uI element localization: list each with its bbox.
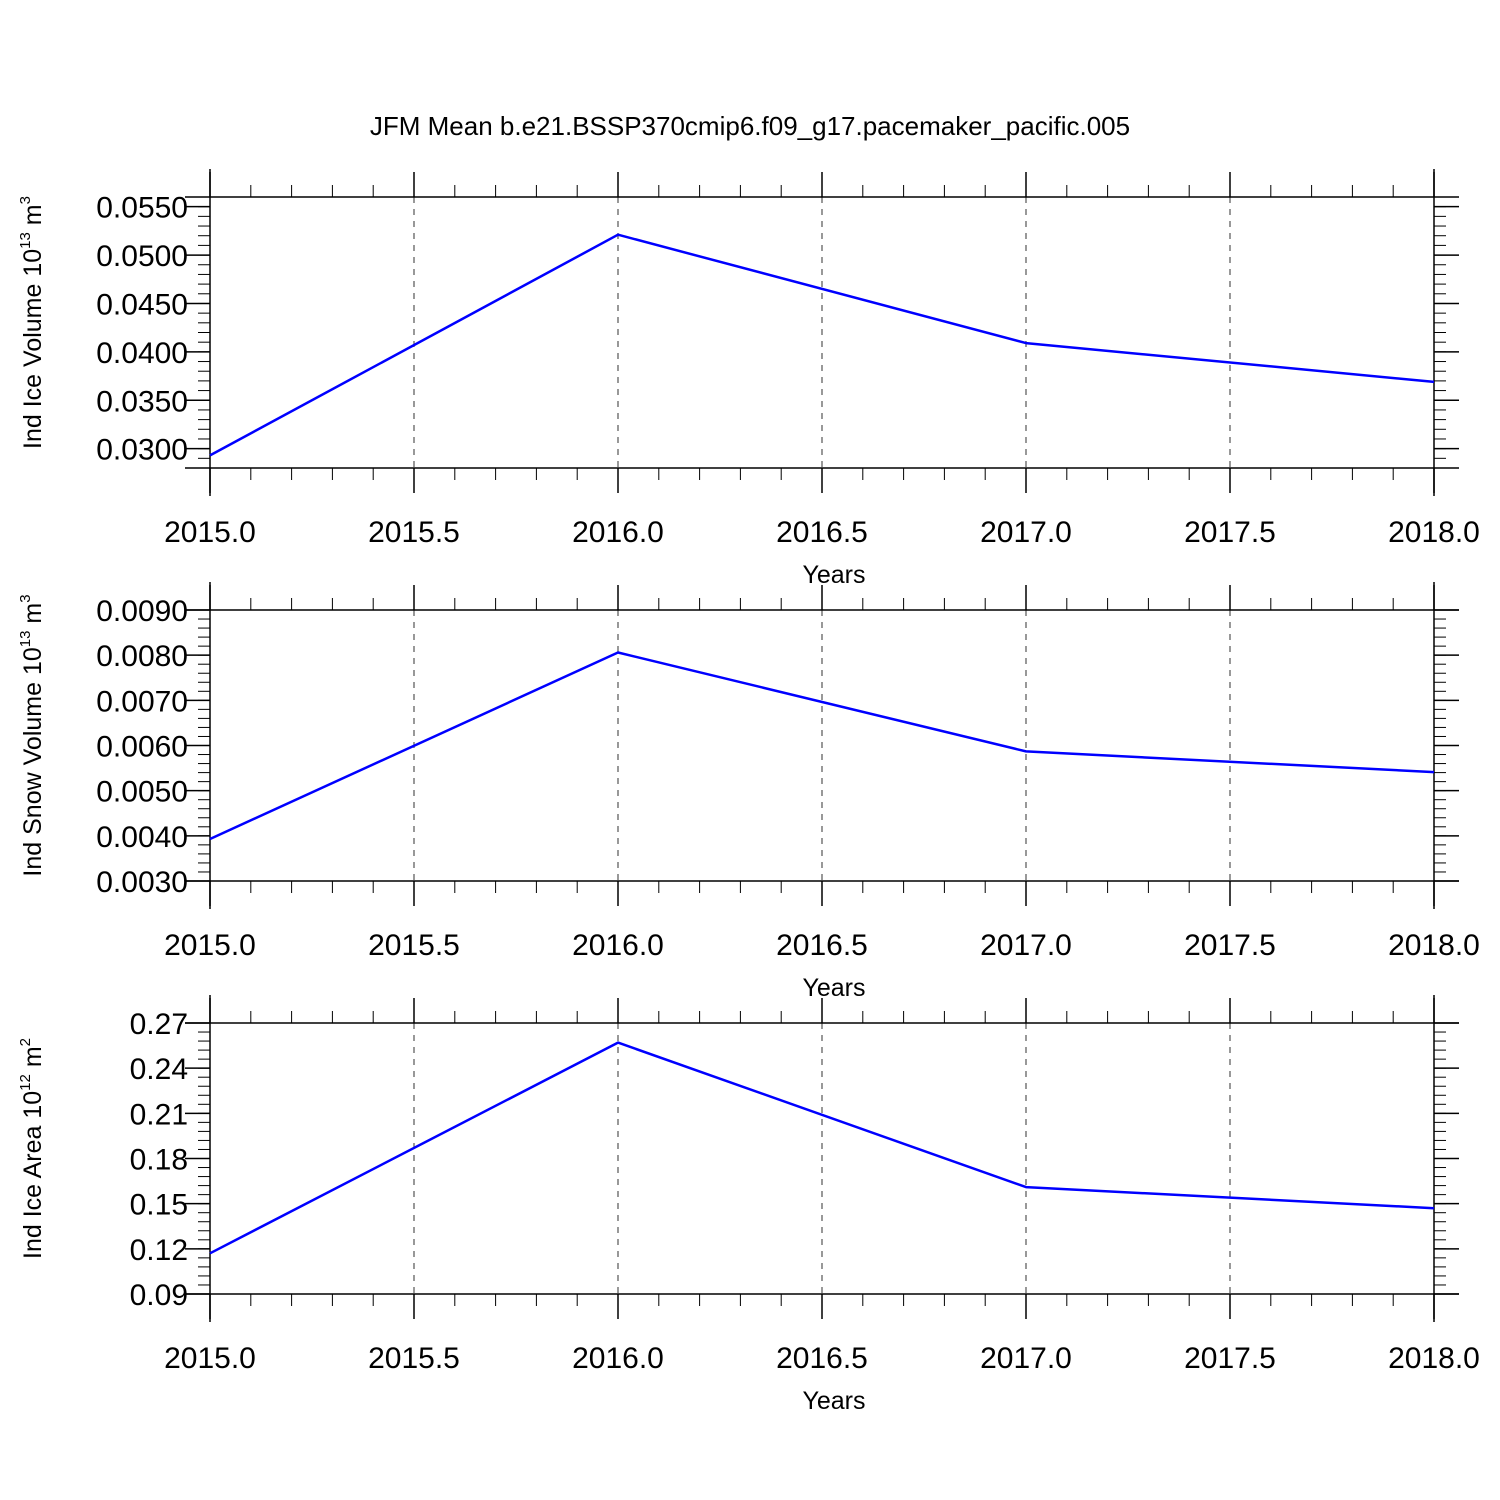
figure-title: JFM Mean b.e21.BSSP370cmip6.f09_g17.pace… (370, 111, 1130, 141)
x-tick-label: 2015.5 (368, 1342, 460, 1375)
y-tick-label: 0.0050 (96, 776, 188, 809)
y-tick-label: 0.21 (130, 1098, 188, 1131)
y-tick-label: 0.0070 (96, 685, 188, 718)
x-tick-label: 2017.5 (1184, 1342, 1276, 1375)
y-tick-label: 0.12 (130, 1234, 188, 1267)
y-tick-label: 0.0300 (96, 434, 188, 467)
y-tick-label: 0.0500 (96, 240, 188, 273)
y-axis-label: Ind Ice Volume 1013 m3 (17, 196, 47, 449)
x-tick-label: 2016.5 (776, 929, 868, 962)
y-tick-label: 0.0060 (96, 731, 188, 764)
y-tick-label: 0.0080 (96, 640, 188, 673)
x-tick-label: 2015.0 (164, 516, 256, 549)
x-tick-label: 2016.5 (776, 1342, 868, 1375)
x-tick-label: 2018.0 (1388, 929, 1480, 962)
x-tick-label: 2016.0 (572, 1342, 664, 1375)
x-tick-label: 2017.5 (1184, 929, 1276, 962)
y-tick-label: 0.0090 (96, 595, 188, 628)
x-tick-label: 2018.0 (1388, 1342, 1480, 1375)
x-tick-label: 2015.5 (368, 516, 460, 549)
y-tick-label: 0.0350 (96, 385, 188, 418)
y-tick-label: 0.0550 (96, 192, 188, 225)
y-tick-label: 0.09 (130, 1279, 188, 1312)
x-axis-label: Years (802, 1387, 865, 1415)
y-tick-label: 0.0400 (96, 337, 188, 370)
chart-panel-3: 0.09 0.12 0.15 0.18 0.21 0.24 0.27 2015.0 2015.5… (17, 995, 1480, 1415)
x-tick-label: 2016.5 (776, 516, 868, 549)
x-tick-label: 2016.0 (572, 929, 664, 962)
chart-panel-2: 0.0030 0.0040 0.0050 0.0060 0.0070 0.0080 0.00… (17, 582, 1480, 1002)
y-tick-label: 0.0030 (96, 866, 188, 899)
y-tick-label: 0.0450 (96, 288, 188, 321)
x-tick-label: 2015.0 (164, 929, 256, 962)
data-series-line (209, 233, 1435, 457)
x-tick-label: 2017.0 (980, 516, 1072, 549)
x-tick-label: 2018.0 (1388, 516, 1480, 549)
x-tick-label: 2015.0 (164, 1342, 256, 1375)
y-axis-label: Ind Ice Area 1012 m2 (17, 1038, 47, 1259)
data-series-line (209, 1041, 1435, 1255)
y-tick-label: 0.27 (130, 1008, 188, 1041)
x-tick-label: 2015.5 (368, 929, 460, 962)
data-series-line (209, 651, 1435, 841)
x-axis-label: Years (802, 561, 865, 589)
chart-panel-1: 0.0300 0.0350 0.0400 0.0450 0.0500 0.0550 2015… (17, 169, 1480, 589)
y-axis-label: Ind Snow Volume 1013 m3 (17, 594, 47, 876)
x-tick-label: 2016.0 (572, 516, 664, 549)
x-axis-label: Years (802, 974, 865, 1002)
x-tick-label: 2017.0 (980, 929, 1072, 962)
x-tick-label: 2017.0 (980, 1342, 1072, 1375)
x-tick-label: 2017.5 (1184, 516, 1276, 549)
y-tick-label: 0.0040 (96, 821, 188, 854)
y-tick-label: 0.24 (130, 1053, 188, 1086)
y-tick-label: 0.15 (130, 1189, 188, 1222)
y-tick-label: 0.18 (130, 1144, 188, 1177)
